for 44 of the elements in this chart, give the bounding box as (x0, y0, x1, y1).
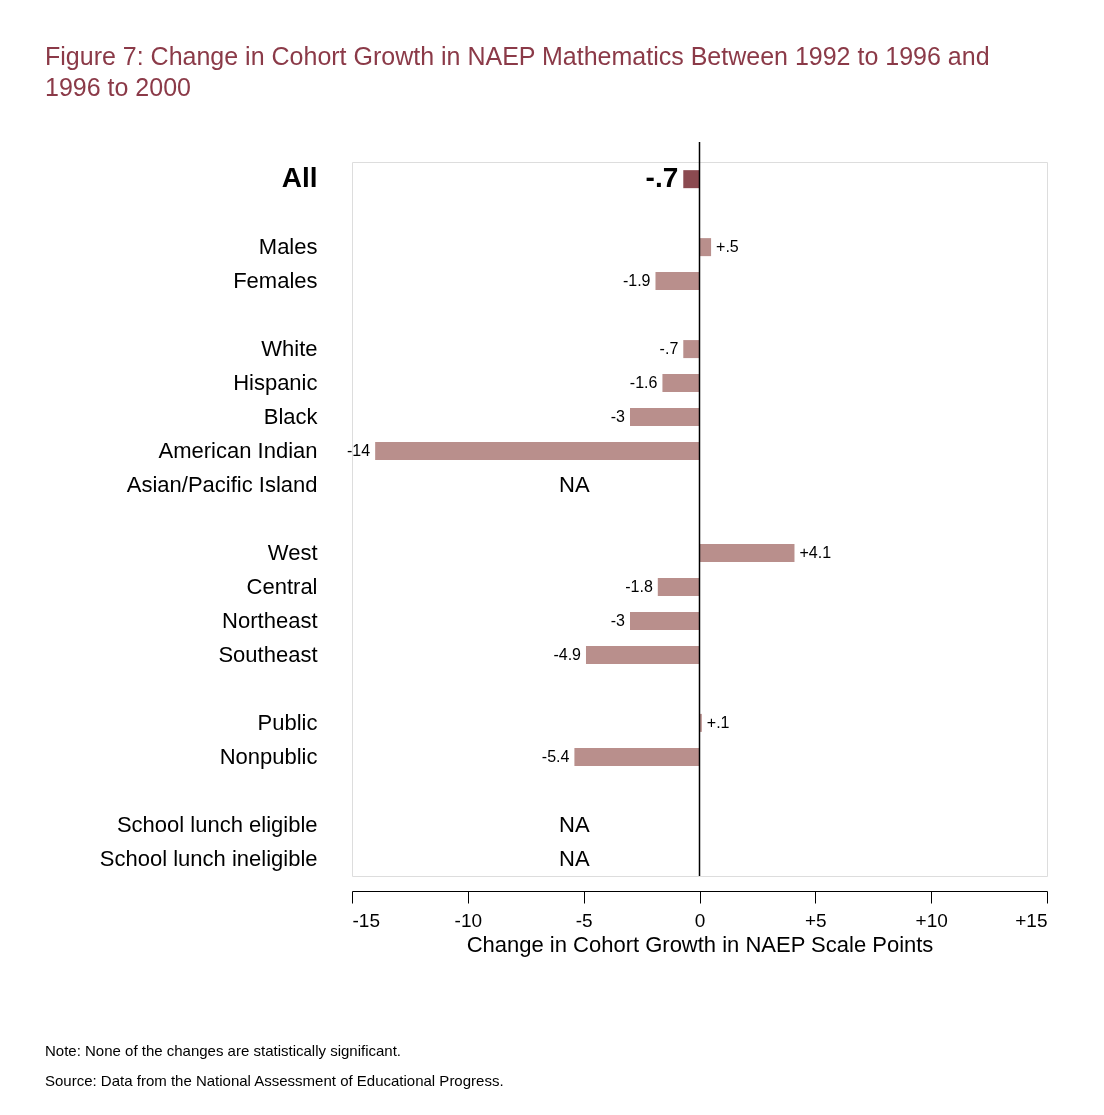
y-tick-label: School lunch ineligible (99, 845, 318, 871)
y-tick-label: Females (233, 268, 318, 294)
x-tick-label: +15 (1015, 909, 1048, 931)
y-tick-label: West (267, 539, 318, 565)
y-tick-label: Hispanic (233, 370, 318, 396)
x-tick-label: -5 (575, 909, 593, 931)
y-tick-label: Central (246, 573, 318, 599)
y-tick-label: All (281, 162, 318, 194)
data-label: -1.9 (622, 272, 651, 290)
data-label: -.7 (659, 340, 679, 358)
y-tick-label: White (261, 336, 318, 362)
text: Figure 7: Change in Cohort Growth in NAEP Mathematics Between 1992 to 1996 and (45, 42, 990, 71)
text: NA (559, 472, 590, 498)
data-label: -1.8 (625, 577, 653, 595)
x-tick-label: +10 (915, 909, 948, 931)
data-label: +.1 (706, 713, 730, 731)
x-tick-label: +5 (805, 909, 827, 931)
x-tick-label: -10 (454, 909, 483, 931)
y-tick-label: Public (257, 709, 318, 735)
x-tick-label: -15 (352, 909, 380, 931)
y-tick-label: Asian/Pacific Island (126, 472, 318, 498)
y-tick-label: School lunch eligible (116, 811, 318, 837)
data-label: -4.9 (553, 645, 582, 663)
data-label: -3 (610, 611, 626, 629)
source-note: Source: Data from the National Assessment of Educational Progress. (45, 1072, 504, 1089)
y-tick-label: Males (258, 234, 318, 260)
data-label: -.7 (645, 162, 679, 194)
data-label: -3 (610, 408, 626, 426)
y-tick-label: Northeast (222, 607, 318, 633)
text: NA (559, 811, 590, 837)
x-axis-title: Change in Cohort Growth in NAEP Scale Points (466, 931, 934, 957)
text: NA (559, 845, 590, 871)
text: 1996 to 2000 (45, 73, 191, 102)
data-label: +4.1 (799, 543, 832, 561)
y-tick-label: Southeast (218, 641, 318, 667)
data-label: -1.6 (629, 374, 658, 392)
data-label: -14 (347, 442, 371, 460)
x-tick-label: 0 (694, 909, 706, 931)
data-label: -5.4 (541, 747, 570, 765)
y-tick-label: Nonpublic (219, 743, 318, 769)
y-tick-label: American Indian (158, 438, 318, 464)
text: Note: None of the changes are statistically significant. (45, 1042, 402, 1059)
data-label: +.5 (716, 238, 739, 256)
y-tick-label: Black (263, 404, 319, 430)
